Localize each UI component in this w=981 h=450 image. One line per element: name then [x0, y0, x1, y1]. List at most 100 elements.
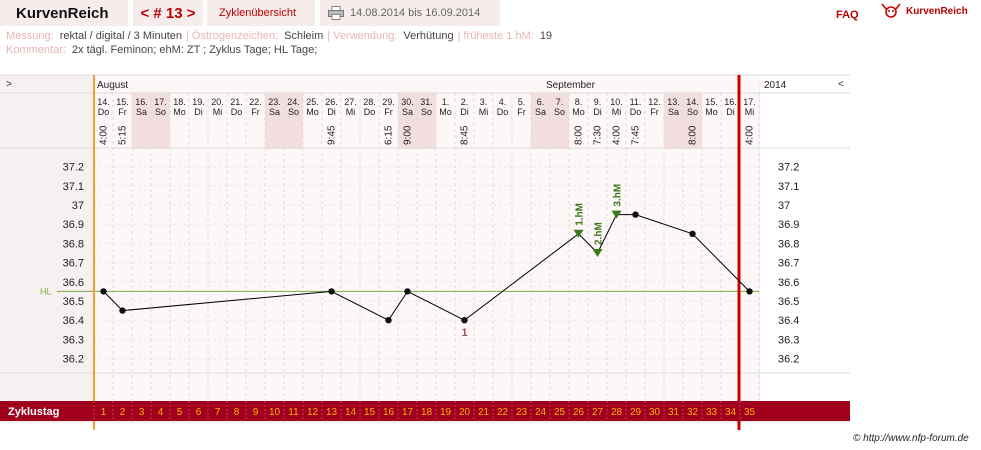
hm-marker [573, 229, 584, 238]
day-date: 16. [135, 97, 148, 107]
day-date: 5. [518, 97, 526, 107]
day-weekday: Mo [572, 107, 585, 117]
day-date: 23. [268, 97, 281, 107]
cycle-day-number: 31 [668, 407, 680, 418]
hm-label: 2.hM [594, 222, 605, 245]
y-tick-label-left: 36.3 [63, 334, 84, 346]
cycle-navigator[interactable]: < # 13 > [133, 0, 203, 26]
hm-marker [611, 210, 622, 219]
day-weekday: Di [593, 107, 602, 117]
day-weekday: Sa [668, 107, 679, 117]
day-date: 1. [442, 97, 450, 107]
y-tick-label-left: 36.9 [63, 219, 84, 231]
day-date: 8. [575, 97, 583, 107]
hl-label: HL [40, 286, 52, 296]
faq-link[interactable]: FAQ [836, 9, 859, 21]
hm-label: 1.hM [575, 203, 586, 226]
messung-label: Messung: [6, 30, 54, 42]
day-weekday: Do [630, 107, 642, 117]
day-weekday: Do [364, 107, 376, 117]
weekend-shade [398, 93, 417, 149]
info-line-2: Kommentar: 2x tägl. Feminon; ehM: ZT ; Zy… [6, 44, 321, 56]
cycle-day-number: 6 [196, 407, 202, 418]
day-weekday: Do [98, 107, 110, 117]
cycle-day-number: 13 [326, 407, 338, 418]
day-date: 10. [610, 97, 623, 107]
temperature-point [100, 288, 107, 295]
cycle-overview-link[interactable]: Zyklenübersicht [207, 0, 315, 26]
day-weekday: So [421, 107, 432, 117]
day-weekday: Di [194, 107, 203, 117]
day-weekday: Do [497, 107, 509, 117]
y-tick-label-right: 37 [778, 200, 790, 212]
cycle-day-number: 5 [177, 407, 183, 418]
measurement-time: 9:00 [403, 125, 414, 145]
info-line-1: Messung: rektal / digital / 3 Minuten | Ös… [6, 30, 556, 42]
y-tick-label-left: 36.2 [63, 354, 84, 366]
weekend-shade [265, 93, 284, 149]
temperature-point [328, 288, 335, 295]
cycle-day-number: 18 [421, 407, 433, 418]
cycle-day-number: 2 [120, 407, 126, 418]
cycle-day-number: 35 [744, 407, 756, 418]
cycle-day-number: 1 [101, 407, 107, 418]
measurement-time: 6:15 [384, 125, 395, 145]
cycle-day-number: 28 [611, 407, 623, 418]
day-date: 2. [461, 97, 469, 107]
zyklustag-label: Zyklustag [8, 406, 59, 418]
right-axis-panel [760, 75, 850, 421]
day-weekday: Mi [479, 107, 489, 117]
y-tick-label-right: 36.7 [778, 258, 799, 270]
cycle-day-number: 4 [158, 407, 164, 418]
day-weekday: Mo [439, 107, 452, 117]
cycle-day-number: 12 [307, 407, 319, 418]
day-date: 30. [401, 97, 414, 107]
temperature-curve [103, 214, 750, 321]
cycle-day-number: 11 [288, 407, 299, 418]
weekend-shade [284, 93, 303, 149]
day-date: 26. [325, 97, 338, 107]
day-date: 31. [420, 97, 433, 107]
day-weekday: Mi [612, 107, 622, 117]
copyright[interactable]: © http://www.nfp-forum.de [853, 433, 969, 444]
y-tick-label-right: 36.2 [778, 354, 799, 366]
y-tick-label-left: 36.6 [63, 277, 84, 289]
day-date: 16. [724, 97, 737, 107]
temperature-point [119, 307, 126, 314]
weekend-shade [664, 93, 683, 149]
day-weekday: So [288, 107, 299, 117]
separator: | [457, 30, 461, 42]
day-date: 11. [630, 97, 642, 107]
y-tick-label-right: 37.1 [778, 181, 799, 193]
day-weekday: Do [231, 107, 243, 117]
measurement-time: 7:45 [631, 125, 642, 145]
brand-title[interactable]: KurvenReich [0, 0, 128, 26]
day-date: 25. [306, 97, 319, 107]
y-tick-label-right: 36.3 [778, 334, 799, 346]
cycle-day-number: 10 [269, 407, 281, 418]
measurement-time: 7:30 [593, 125, 604, 145]
measurement-time: 9:45 [327, 125, 338, 145]
cycle-day-number: 25 [554, 407, 566, 418]
year-label: 2014 [764, 80, 787, 91]
printer-icon[interactable] [328, 6, 344, 20]
cycle-day-number: 32 [687, 407, 699, 418]
day-weekday: So [554, 107, 565, 117]
logo[interactable]: KurvenReich [880, 3, 968, 19]
separator: | [186, 30, 189, 42]
cycle-day-number: 17 [402, 407, 414, 418]
annotation-label: 1 [461, 327, 467, 339]
verwendung-label: Verwendung: [333, 30, 398, 42]
day-weekday: Mo [705, 107, 718, 117]
kommentar-label: Kommentar: [6, 44, 66, 56]
cycle-day-number: 30 [649, 407, 661, 418]
logo-text: KurvenReich [906, 5, 968, 17]
day-weekday: Fr [517, 107, 526, 117]
day-date: 17. [154, 97, 167, 107]
cycle-day-number: 16 [383, 407, 395, 418]
day-date: 13. [667, 97, 680, 107]
nav-left-arrow: > [6, 79, 12, 90]
measurement-time: 8:00 [574, 125, 585, 145]
y-tick-label-right: 37.2 [778, 162, 799, 174]
day-date: 28. [363, 97, 376, 107]
